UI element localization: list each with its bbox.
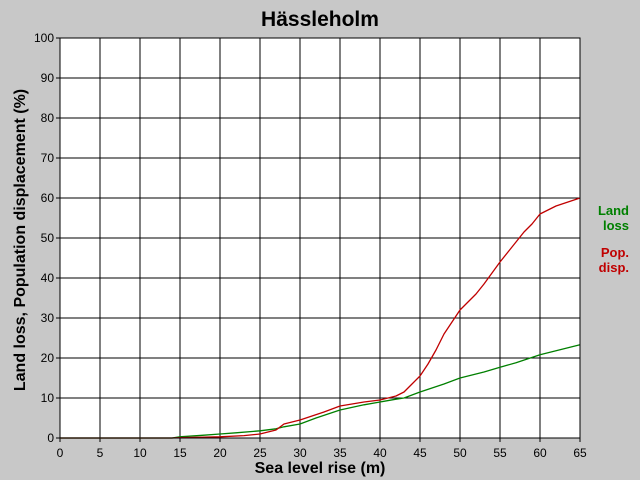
series-line-land-loss bbox=[60, 344, 581, 439]
x-tick-label: 15 bbox=[173, 446, 187, 460]
x-tick-label: 20 bbox=[213, 446, 227, 460]
series-line-pop-disp bbox=[60, 197, 581, 439]
x-tick-label: 55 bbox=[493, 446, 507, 460]
x-tick-label: 25 bbox=[253, 446, 267, 460]
legend-land-loss-line2: loss bbox=[603, 218, 629, 233]
x-tick-label: 35 bbox=[333, 446, 347, 460]
series-lines bbox=[60, 197, 581, 439]
y-tick-label: 0 bbox=[47, 431, 54, 445]
y-tick-label: 50 bbox=[41, 231, 55, 245]
y-axis-ticks: 0 10 20 30 40 50 60 70 80 90 100 bbox=[34, 31, 60, 445]
y-tick-label: 10 bbox=[41, 391, 55, 405]
legend-pop-disp-line1: Pop. bbox=[601, 245, 629, 260]
x-tick-label: 40 bbox=[373, 446, 387, 460]
x-tick-label: 30 bbox=[293, 446, 307, 460]
x-axis-label: Sea level rise (m) bbox=[255, 460, 386, 477]
x-tick-label: 65 bbox=[573, 446, 587, 460]
y-tick-label: 20 bbox=[41, 351, 55, 365]
x-tick-label: 5 bbox=[97, 446, 104, 460]
chart-title: Hässleholm bbox=[261, 8, 379, 31]
legend-land-loss-line1: Land bbox=[598, 203, 629, 218]
y-tick-label: 30 bbox=[41, 311, 55, 325]
y-tick-label: 90 bbox=[41, 71, 55, 85]
x-tick-label: 10 bbox=[133, 446, 147, 460]
y-tick-label: 100 bbox=[34, 31, 54, 45]
plot-frame bbox=[59, 37, 581, 439]
x-axis-ticks: 0 5 10 15 20 25 30 35 40 45 50 55 60 65 bbox=[57, 438, 587, 460]
legend-pop-disp-line2: disp. bbox=[599, 260, 629, 275]
y-axis-label: Land loss, Population displacement (%) bbox=[12, 89, 29, 391]
legend: Land loss Pop. disp. bbox=[598, 203, 629, 275]
y-tick-label: 80 bbox=[41, 111, 55, 125]
x-tick-label: 50 bbox=[453, 446, 467, 460]
x-tick-label: 45 bbox=[413, 446, 427, 460]
y-tick-label: 70 bbox=[41, 151, 55, 165]
y-tick-label: 40 bbox=[41, 271, 55, 285]
x-tick-label: 60 bbox=[533, 446, 547, 460]
y-tick-label: 60 bbox=[41, 191, 55, 205]
x-tick-label: 0 bbox=[57, 446, 64, 460]
